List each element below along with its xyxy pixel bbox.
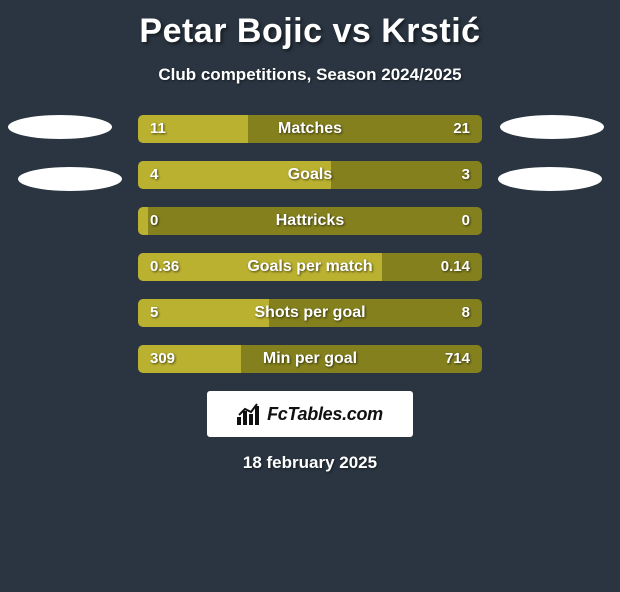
comparison-subtitle: Club competitions, Season 2024/2025 [0,65,620,85]
stat-value-right: 0 [462,207,470,235]
logo-text: FcTables.com [267,404,383,425]
stat-value-right: 21 [453,115,470,143]
fctables-logo[interactable]: FcTables.com [207,391,413,437]
stat-row: 309 Min per goal 714 [138,345,482,373]
chart-area: 11 Matches 21 4 Goals 3 0 Hattricks 0 0.… [0,115,620,373]
stat-value-right: 714 [445,345,470,373]
avatar-placeholder-left-top [8,115,112,139]
stat-value-right: 0.14 [441,253,470,281]
bar-chart-icon [237,403,261,425]
stat-row: 0.36 Goals per match 0.14 [138,253,482,281]
stat-value-right: 3 [462,161,470,189]
stat-label: Min per goal [138,345,482,373]
stat-row: 0 Hattricks 0 [138,207,482,235]
comparison-title: Petar Bojic vs Krstić [0,12,620,51]
stat-label: Goals [138,161,482,189]
stat-label: Hattricks [138,207,482,235]
stat-row: 4 Goals 3 [138,161,482,189]
report-date: 18 february 2025 [0,453,620,473]
stat-row: 11 Matches 21 [138,115,482,143]
avatar-placeholder-left-bot [18,167,122,191]
avatar-placeholder-right-bot [498,167,602,191]
stat-row: 5 Shots per goal 8 [138,299,482,327]
stat-label: Shots per goal [138,299,482,327]
avatar-placeholder-right-top [500,115,604,139]
stat-value-right: 8 [462,299,470,327]
stat-label: Matches [138,115,482,143]
stat-label: Goals per match [138,253,482,281]
